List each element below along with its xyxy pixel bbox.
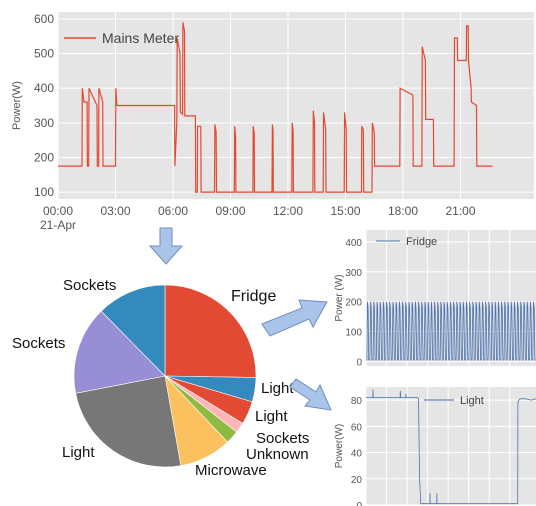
y-tick-label: 200 [34,150,54,164]
x-date-label: 21-Apr [40,218,76,232]
x-tick-label: 12:00 [273,204,303,218]
series-line-light [366,389,536,505]
x-tick-label: 18:00 [388,204,418,218]
y-tick-label: 600 [34,12,54,26]
line-chart-fridge: 0 100 200 300 400 Power (W) Fridge [334,230,536,369]
pie-slice-fridge [164,284,257,378]
pie-slice-light [75,375,182,468]
series-line-fridge [366,301,536,361]
x-tick-label: 15:00 [331,204,361,218]
y-tick-label: 20 [351,475,363,486]
y-tick-label: 60 [351,422,363,433]
pie-label-light: Light [261,380,294,397]
legend-label: Mains Meter [102,30,179,46]
x-tick-label: 03:00 [100,204,130,218]
x-tick-label: 06:00 [158,204,188,218]
y-tick-label: 400 [34,81,54,95]
line-chart-light: 0 20 40 60 80 Power(W) Light [334,387,536,506]
pie-label-microwave: Microwave [195,462,267,479]
pie-chart: FridgeLightLightSocketsUnknownMicrowaveL… [12,277,309,479]
y-tick-label: 400 [345,238,362,249]
y-tick-label: 0 [356,358,362,369]
x-tick-label: 09:00 [215,204,245,218]
pie-label-light: Light [255,408,288,425]
pie-slice-sockets [73,310,166,394]
y-tick-label: 0 [356,501,362,506]
pie-label-fridge: Fridge [231,288,276,305]
series-line-mains-meter [58,22,493,193]
pie-label-sockets: Sockets [12,335,65,352]
y-tick-label: 300 [345,268,362,279]
legend-label: Fridge [406,236,437,248]
pie-slice-sockets [100,284,166,377]
x-tick-label: 00:00 [43,204,73,218]
y-axis-label: Power (W) [334,274,345,321]
y-tick-label: 200 [345,298,362,309]
arrow-to-fridge [261,299,328,337]
y-axis-label: Power(W) [11,81,23,130]
pie-label-sockets: Sockets [63,277,116,294]
pie-label-sockets: Sockets [256,430,309,447]
y-tick-label: 100 [34,185,54,199]
plot-area [366,387,536,505]
y-tick-label: 40 [351,449,363,460]
y-tick-label: 80 [351,396,363,407]
line-chart-mains: 100 200 300 400 500 600 00:00 03:00 06:00 09:00 12… [11,12,534,232]
legend-label: Light [460,395,484,407]
y-axis-label: Power(W) [334,424,345,468]
arrow-to-light [289,378,332,411]
x-tick-label: 21:00 [446,204,476,218]
y-tick-label: 500 [34,47,54,61]
y-tick-label: 100 [345,328,362,339]
pie-label-unknown: Unknown [246,446,309,463]
down-arrow [148,227,184,265]
pie-label-light: Light [62,444,95,461]
y-tick-label: 300 [34,116,54,130]
